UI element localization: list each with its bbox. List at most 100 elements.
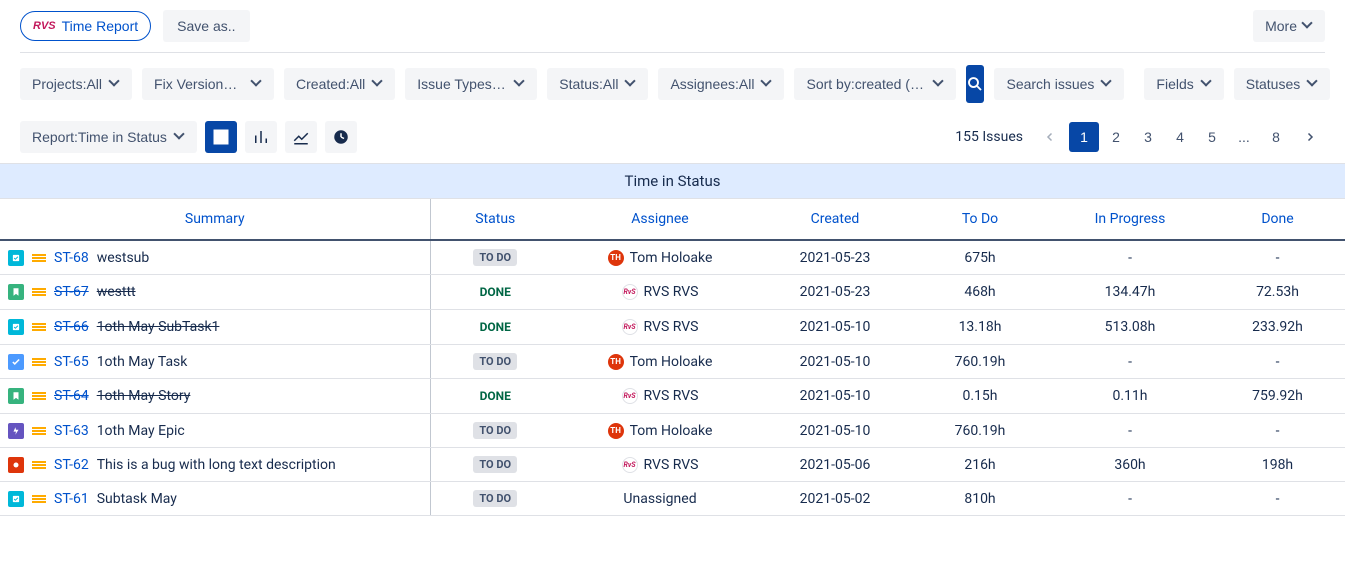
done-cell: 72.53h [1210,275,1345,310]
bar-chart-view-button[interactable] [245,121,277,153]
created-cell: 2021-05-06 [760,448,910,482]
issue-key-link[interactable]: ST-67 [54,284,89,300]
time-report-button[interactable]: RVS Time Report [20,11,151,41]
status-cell: TO DO [430,448,560,482]
table-row[interactable]: ST-67 westttDONERvSRVS RVS2021-05-23468h… [0,275,1345,310]
issue-key-link[interactable]: ST-66 [54,319,89,335]
time-report-label: Time Report [62,18,139,34]
line-chart-view-button[interactable] [285,121,317,153]
summary-text: westsub [97,250,150,266]
assignee-label: Assignees:All [670,76,754,92]
avatar: TH [608,423,624,439]
priority-icon [32,458,46,472]
avatar: RvS [622,457,638,473]
save-as-button[interactable]: Save as.. [163,10,249,42]
status-filter[interactable]: Status:All [547,68,648,100]
priority-icon [32,355,46,369]
report-bar: Report:Time in Status 155 Issues 12345..… [0,115,1345,163]
projects-filter[interactable]: Projects:All [20,68,132,100]
inprogress-cell: - [1050,414,1210,448]
page-2-button[interactable]: 2 [1101,122,1131,152]
created-cell: 2021-05-10 [760,379,910,414]
report-selector[interactable]: Report:Time in Status [20,121,197,153]
issue-key-link[interactable]: ST-62 [54,457,89,473]
search-issues-filter[interactable]: Search issues [994,68,1124,100]
assignee-filter[interactable]: Assignees:All [658,68,784,100]
done-cell: 233.92h [1210,310,1345,345]
table-body: ST-68 westsubTO DOTHTom Holoake2021-05-2… [0,240,1345,516]
table-row[interactable]: ST-63 1oth May EpicTO DOTHTom Holoake202… [0,414,1345,448]
statuses-filter[interactable]: Statuses [1234,68,1330,100]
sort-label: Sort by:created (DESC) [806,76,926,92]
table-view-button[interactable] [205,121,237,153]
table-row[interactable]: ST-64 1oth May StoryDONERvSRVS RVS2021-0… [0,379,1345,414]
page-5-button[interactable]: 5 [1197,122,1227,152]
assignee-cell: THTom Holoake [560,414,760,448]
issue-type-label: Issue Types:All [417,76,507,92]
todo-cell: 810h [910,482,1050,516]
assignee-name: RVS RVS [644,284,699,300]
assignee-cell: RvSRVS RVS [560,379,760,414]
todo-cell: 760.19h [910,345,1050,379]
inprogress-cell: - [1050,240,1210,275]
summary-text: 1oth May SubTask1 [97,319,220,335]
table-row[interactable]: ST-65 1oth May TaskTO DOTHTom Holoake202… [0,345,1345,379]
created-filter[interactable]: Created:All [284,68,395,100]
inprogress-cell: 360h [1050,448,1210,482]
todo-cell: 760.19h [910,414,1050,448]
fields-filter[interactable]: Fields [1144,68,1223,100]
summary-text: This is a bug with long text description [97,457,336,473]
filter-bar: Projects:All Fix Versions:All Created:Al… [0,53,1345,115]
assignee-cell: RvSRVS RVS [560,275,760,310]
status-label: Status:All [559,76,618,92]
search-icon [966,75,984,93]
projects-label: Projects:All [32,76,102,92]
next-page-button[interactable] [1295,122,1325,152]
col-status[interactable]: Status [430,199,560,240]
col-inprogress[interactable]: In Progress [1050,199,1210,240]
clock-view-button[interactable] [325,121,357,153]
col-done[interactable]: Done [1210,199,1345,240]
status-cell: DONE [430,310,560,345]
summary-text: Subtask May [97,491,177,507]
fix-version-label: Fix Versions:All [154,76,244,92]
created-cell: 2021-05-23 [760,240,910,275]
table-row[interactable]: ST-61 Subtask MayTO DOUnassigned2021-05-… [0,482,1345,516]
page-3-button[interactable]: 3 [1133,122,1163,152]
page-4-button[interactable]: 4 [1165,122,1195,152]
chevron-left-icon [1044,131,1056,143]
avatar: RvS [622,388,638,404]
table-row[interactable]: ST-62 This is a bug with long text descr… [0,448,1345,482]
issue-key-link[interactable]: ST-64 [54,388,89,404]
search-button[interactable] [966,65,984,103]
page-1-button[interactable]: 1 [1069,122,1099,152]
col-created[interactable]: Created [760,199,910,240]
col-todo[interactable]: To Do [910,199,1050,240]
issue-key-link[interactable]: ST-68 [54,250,89,266]
table-row[interactable]: ST-66 1oth May SubTask1DONERvSRVS RVS202… [0,310,1345,345]
issue-type-filter[interactable]: Issue Types:All [405,68,537,100]
assignee-name: RVS RVS [644,457,699,473]
created-cell: 2021-05-10 [760,310,910,345]
issue-key-link[interactable]: ST-65 [54,354,89,370]
assignee-name: Tom Holoake [630,354,713,370]
inprogress-cell: 0.11h [1050,379,1210,414]
assignee-cell: Unassigned [560,482,760,516]
sort-filter[interactable]: Sort by:created (DESC) [794,68,956,100]
col-assignee[interactable]: Assignee [560,199,760,240]
table-header-row: Summary Status Assignee Created To Do In… [0,199,1345,240]
fix-version-filter[interactable]: Fix Versions:All [142,68,274,100]
inprogress-cell: 134.47h [1050,275,1210,310]
status-badge: TO DO [473,490,517,507]
issue-key-link[interactable]: ST-63 [54,423,89,439]
prev-page-button[interactable] [1035,122,1065,152]
avatar: RvS [622,319,638,335]
more-button[interactable]: More [1253,10,1325,42]
issue-key-link[interactable]: ST-61 [54,491,89,507]
chevron-down-icon [626,79,636,89]
status-badge: TO DO [473,456,517,473]
col-summary[interactable]: Summary [0,199,430,240]
table-row[interactable]: ST-68 westsubTO DOTHTom Holoake2021-05-2… [0,240,1345,275]
statuses-label: Statuses [1246,76,1300,92]
page-8-button[interactable]: 8 [1261,122,1291,152]
